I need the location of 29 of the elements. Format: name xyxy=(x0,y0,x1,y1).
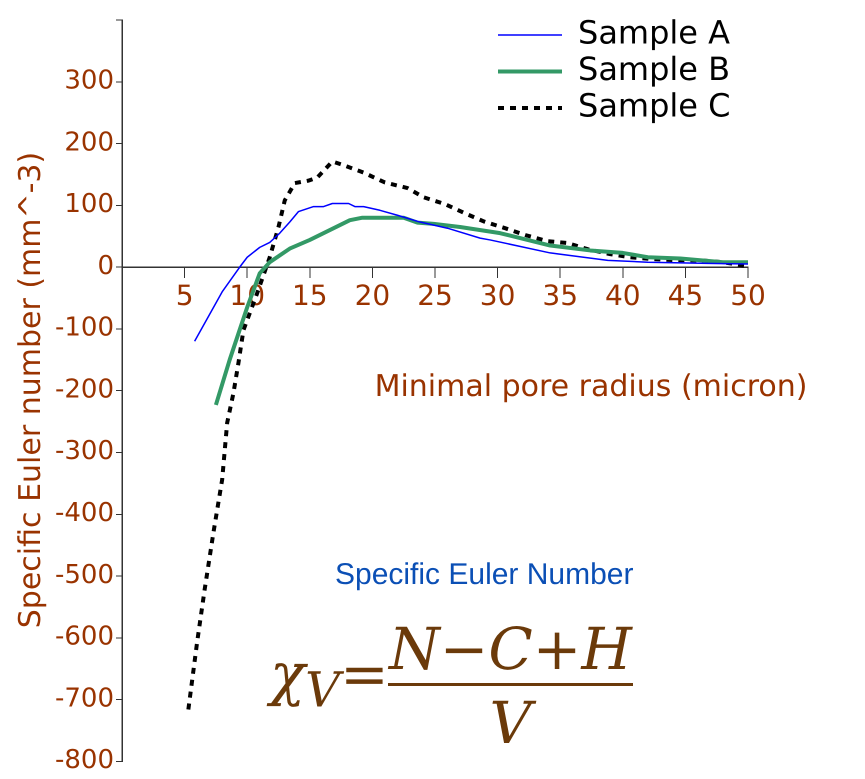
y-tick-label: 300 xyxy=(64,66,114,96)
annotation: N−C+H xyxy=(388,615,633,686)
y-axis-title: Specific Euler number (mm^-3) xyxy=(12,152,48,628)
annotation: V xyxy=(488,688,538,758)
x-axis-title: Minimal pore radius (micron) xyxy=(374,368,808,404)
y-tick-label: 100 xyxy=(64,189,114,220)
y-tick-label: 200 xyxy=(64,127,114,158)
y-tick-label: -700 xyxy=(54,683,114,714)
x-tick-label: 30 xyxy=(480,279,516,312)
legend-label: Sample C xyxy=(578,86,730,124)
y-tick-label: -300 xyxy=(54,436,114,466)
y-tick-label: -200 xyxy=(54,374,114,404)
x-tick-label: 25 xyxy=(417,279,453,312)
x-tick-label: 35 xyxy=(542,279,578,312)
x-tick-label: 5 xyxy=(176,279,194,312)
y-tick-label: 0 xyxy=(97,250,114,281)
legend-label: Sample A xyxy=(578,13,730,52)
y-tick-label: -400 xyxy=(54,498,114,528)
x-tick-label: 40 xyxy=(604,279,641,312)
y-tick-label: -100 xyxy=(54,312,114,343)
y-tick-label: -500 xyxy=(54,560,114,590)
x-tick-label: 15 xyxy=(292,279,328,312)
y-tick-label: -800 xyxy=(54,745,114,776)
x-tick-label: 20 xyxy=(354,279,390,312)
x-tick-label: 50 xyxy=(730,279,766,312)
legend-label: Sample B xyxy=(578,50,730,88)
y-tick-label: -600 xyxy=(54,622,114,652)
x-tick-label: 45 xyxy=(668,279,704,312)
annotation: Specific Euler Number xyxy=(335,558,634,592)
